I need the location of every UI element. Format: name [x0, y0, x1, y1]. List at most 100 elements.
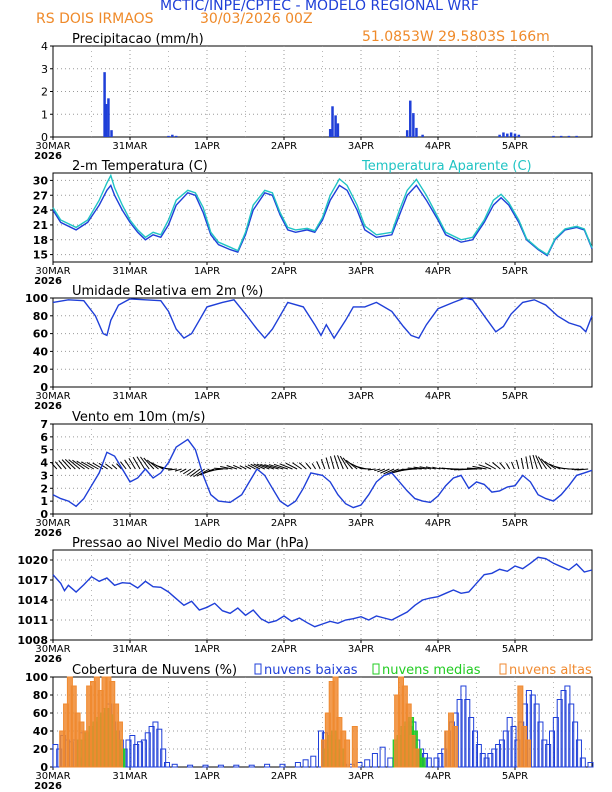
precip-bar	[336, 123, 340, 137]
rh-ytick-label: 100	[25, 292, 48, 305]
cloud-bar-nuvens-baixas	[502, 730, 509, 768]
rh-xtick-label: 3APR	[348, 391, 374, 402]
cloud-bar-nuvens-medias	[419, 757, 426, 768]
wind-arrow	[146, 459, 159, 470]
cloud-bar-nuvens-altas	[351, 726, 358, 768]
wind-arrow	[136, 456, 146, 470]
cloud-bar-nuvens-baixas	[164, 762, 170, 768]
cloud-bar-nuvens-altas	[413, 748, 420, 768]
cloud-bar-nuvens-baixas	[495, 744, 502, 768]
wind-arrow	[51, 462, 58, 470]
clouds-xtick-label: 5APR	[502, 771, 528, 782]
temp-ytick-label: 24	[33, 204, 49, 217]
cloud-bar-nuvens-baixas	[171, 763, 178, 768]
temp-ytick-label: 15	[33, 249, 48, 262]
cloud-bar-nuvens-baixas	[472, 730, 478, 768]
cloud-bar-nuvens-baixas	[510, 726, 517, 768]
temp-xtick-label: 3APR	[348, 266, 374, 277]
wind-arrow	[520, 457, 524, 470]
cloud-bar-nuvens-baixas	[302, 759, 309, 768]
precip-ytick-label: 4	[41, 40, 48, 53]
cloud-bar-nuvens-baixas	[371, 753, 378, 768]
precip-xtick-label: 2APR	[271, 141, 297, 152]
wind-arrow	[467, 467, 482, 470]
temp-series-line	[52, 184, 593, 257]
wind-arrow	[529, 455, 534, 470]
mslp-xtick-label: 4APR	[425, 644, 451, 655]
cloud-bar-nuvens-baixas	[572, 721, 579, 768]
wind-arrow	[189, 468, 201, 477]
wind-arrow	[511, 461, 515, 470]
wind-arrow	[298, 462, 307, 470]
cloud-bar-nuvens-baixas	[133, 744, 140, 768]
run-date: 30/03/2026 00Z	[200, 11, 313, 27]
wind-arrow	[214, 467, 228, 470]
cloud-bar-nuvens-altas	[451, 726, 458, 768]
precip-bar	[506, 133, 509, 137]
cloud-bar-nuvens-baixas	[156, 728, 163, 768]
precip-xtick-label: 31MAR	[112, 141, 147, 152]
wind-arrow	[116, 463, 122, 470]
wind-arrow	[72, 459, 85, 470]
cloud-bar-nuvens-baixas	[248, 764, 255, 768]
cloud-bar-nuvens-baixas	[587, 762, 594, 768]
clouds-ytick-label: 40	[33, 725, 49, 738]
wind-arrow	[186, 468, 196, 476]
precip-ytick-label: 3	[41, 63, 48, 76]
wind-ytick-label: 7	[40, 418, 48, 431]
wind-arrow	[111, 464, 118, 470]
wind-arrow	[544, 460, 557, 470]
wind-ytick-label: 3	[40, 469, 48, 482]
wind-arrow	[432, 466, 441, 470]
precip-bar	[409, 100, 412, 137]
cloud-bar-nuvens-baixas	[52, 744, 59, 768]
clouds-ytick-label: 20	[33, 743, 49, 756]
wind-arrow	[273, 463, 289, 470]
cloud-bar-nuvens-altas	[525, 739, 532, 768]
wind-xtick-label: 3APR	[348, 518, 374, 529]
precip-ytick-label: 2	[41, 86, 48, 99]
cloud-bar-nuvens-baixas	[310, 755, 317, 768]
mslp-series-line	[52, 556, 593, 628]
precip-bar	[513, 133, 517, 137]
cloud-bar-nuvens-baixas	[560, 690, 567, 768]
rh-ytick-label: 60	[33, 328, 49, 341]
mslp-xtick-label: 1APR	[194, 644, 220, 655]
wind-xtick-label: 31MAR	[112, 518, 147, 529]
wind-arrow	[499, 462, 506, 470]
wind-arrow	[485, 462, 496, 470]
wind-ytick-label: 0	[40, 508, 48, 521]
precip-xtick-label: 1APR	[194, 141, 220, 152]
wind-arrow	[325, 457, 330, 470]
wind-arrow	[478, 464, 492, 470]
wind-arrow	[374, 468, 381, 472]
temp-panel-title: 2-m Temperatura (C)	[72, 159, 208, 174]
precip-ytick-label: 1	[41, 108, 48, 121]
temp-ytick-label: 18	[33, 234, 48, 247]
rh-ytick-label: 40	[33, 345, 49, 358]
wind-arrow	[407, 467, 422, 470]
cloud-bar-nuvens-baixas	[233, 764, 240, 768]
cloud-bar-nuvens-baixas	[552, 717, 559, 768]
mslp-ytick-label: 1008	[17, 634, 48, 647]
wind-arrow	[174, 468, 182, 472]
cloud-bar-nuvens-baixas	[564, 685, 571, 768]
rh-ytick-label: 80	[33, 310, 49, 323]
temp-xtick-label: 31MAR	[112, 266, 147, 277]
wind-arrow	[250, 463, 261, 470]
cloud-bar-nuvens-baixas	[433, 757, 440, 768]
cloud-bar-nuvens-baixas	[464, 699, 471, 768]
precip-bar	[107, 98, 110, 137]
wind-arrow	[316, 461, 321, 470]
mslp-panel-title: Pressao ao Nivel Medio do Mar (hPa)	[72, 536, 309, 551]
mslp-ytick-label: 1020	[17, 554, 48, 567]
precip-panel-title: Precipitacao (mm/h)	[72, 32, 204, 47]
wind-arrow	[220, 466, 233, 470]
clouds-xtick-label: 2APR	[271, 771, 297, 782]
precip-bar	[405, 130, 409, 137]
clouds-xtick-label: 3APR	[348, 771, 374, 782]
wind-arrow	[143, 457, 155, 470]
wind-arrow	[168, 468, 178, 471]
cloud-bar-nuvens-baixas	[129, 735, 136, 768]
wind-xtick-label: 30MAR	[35, 518, 70, 529]
